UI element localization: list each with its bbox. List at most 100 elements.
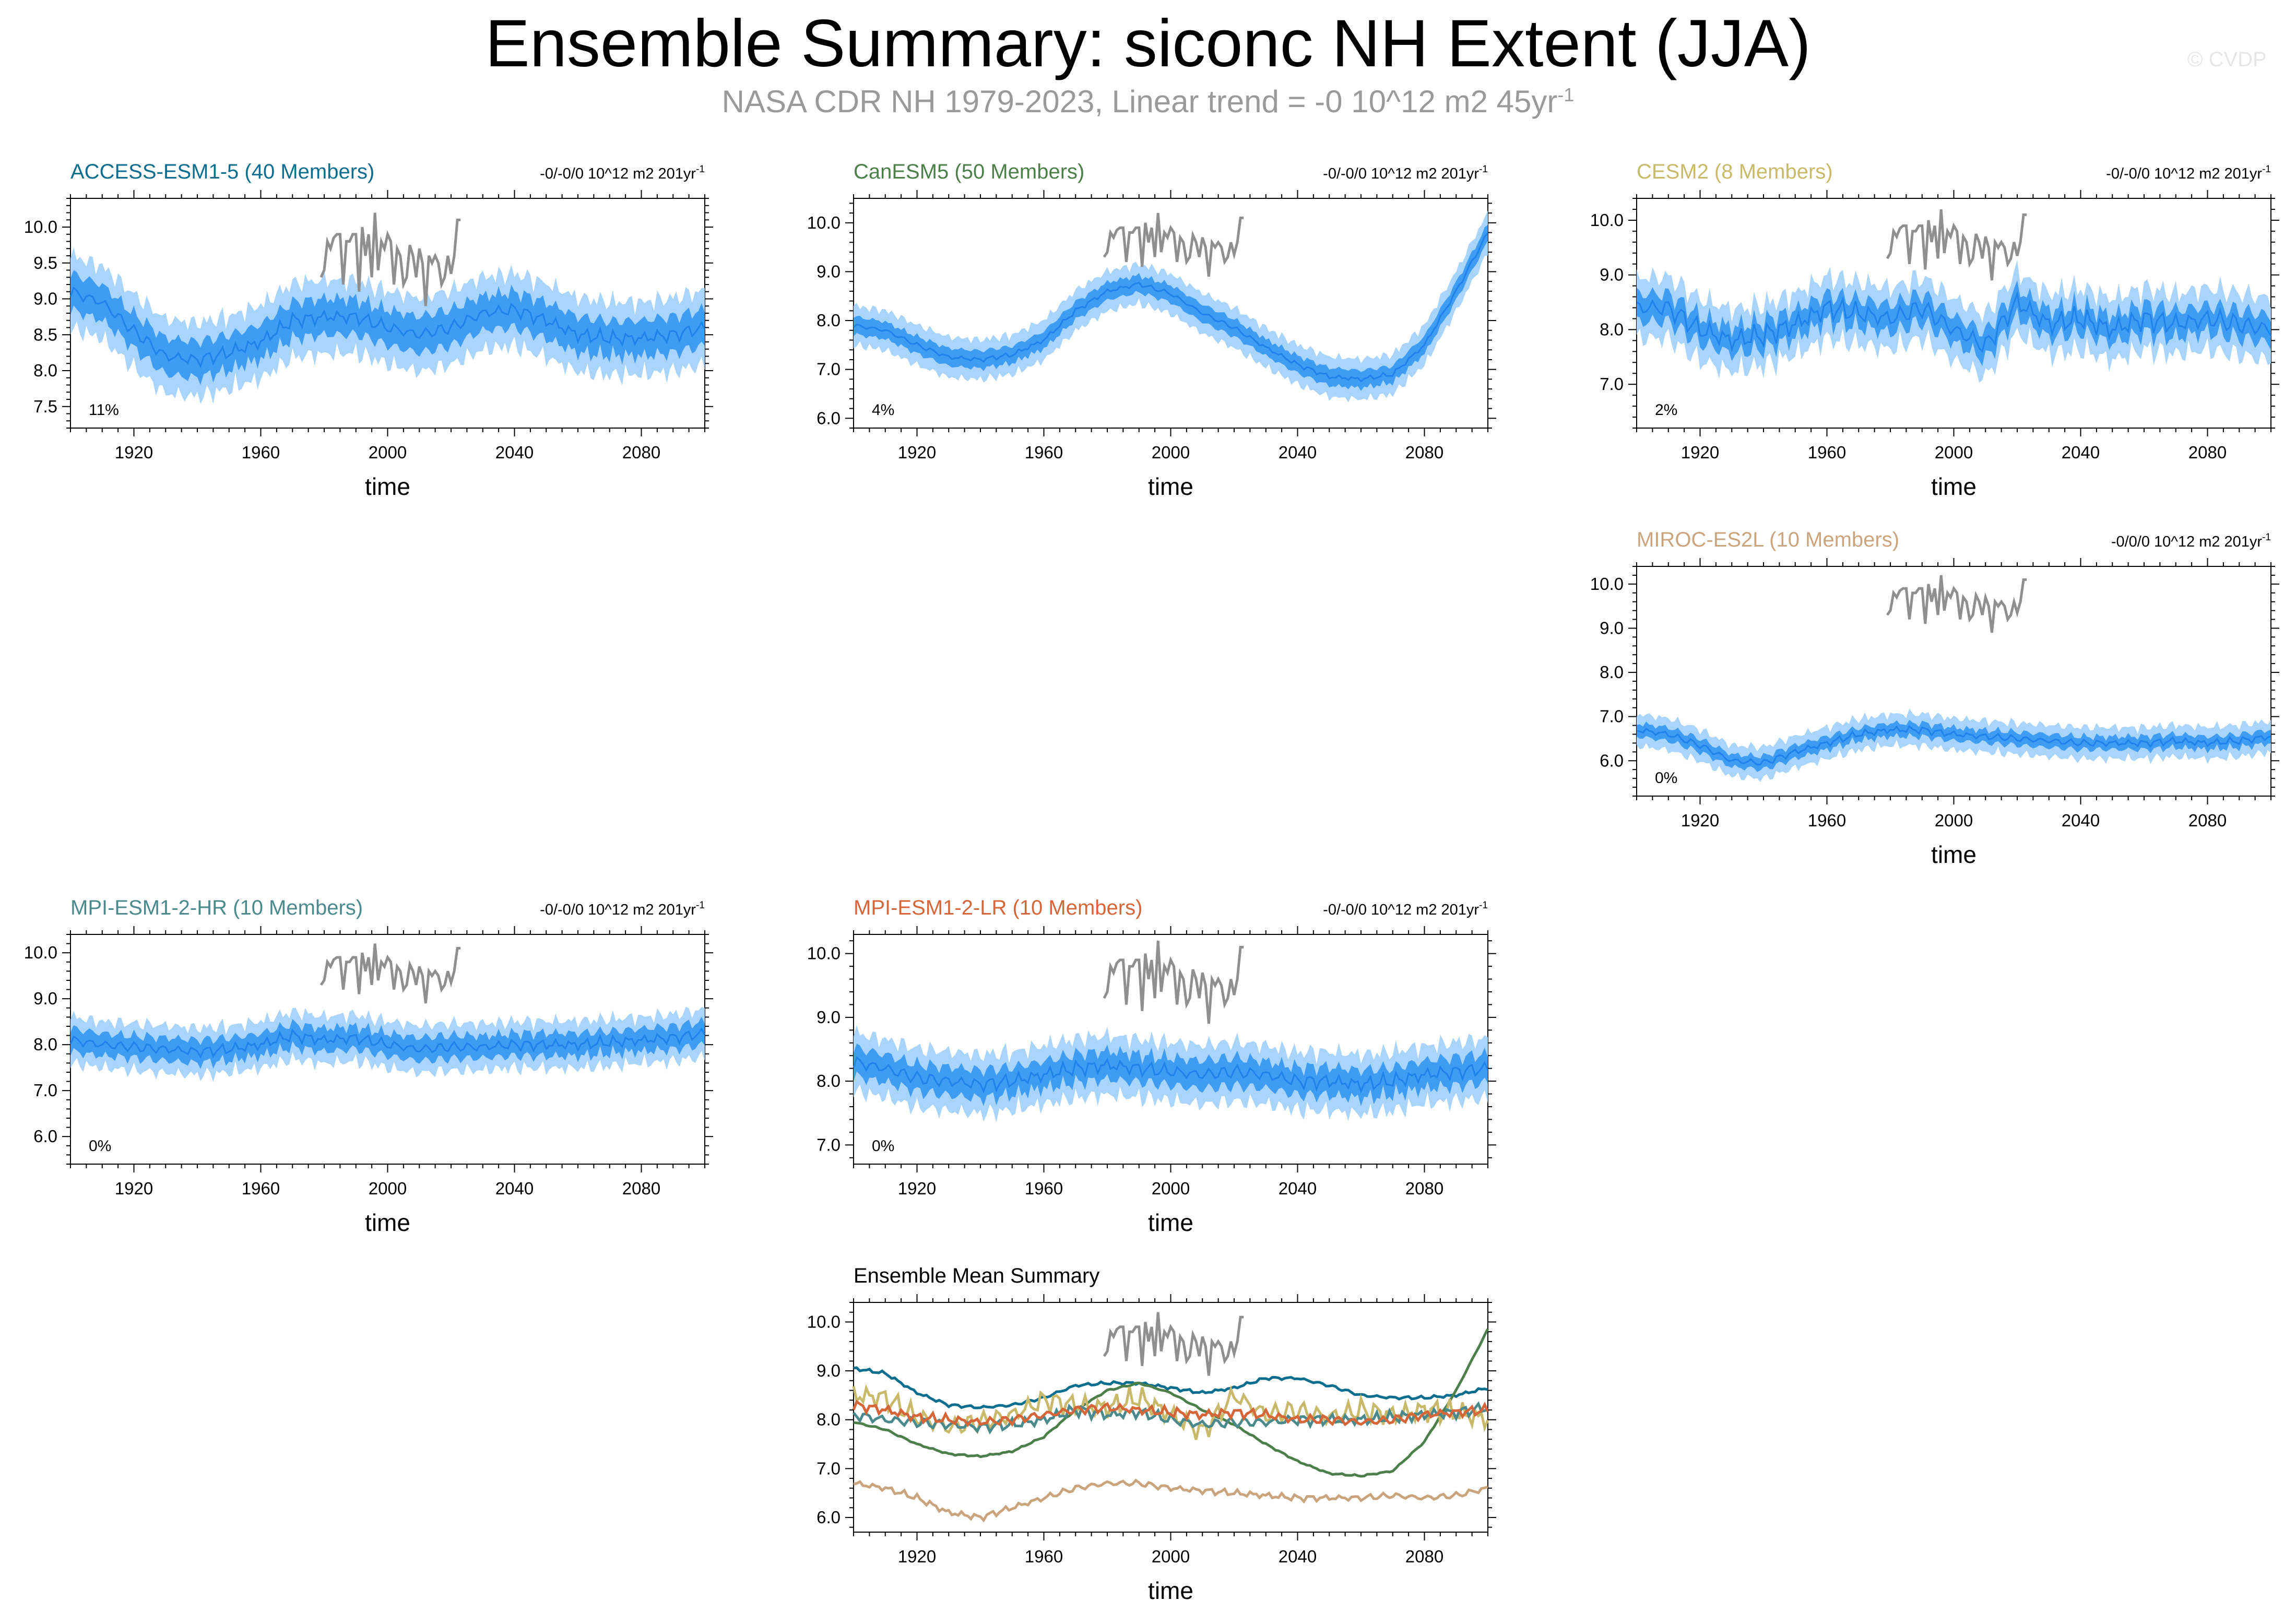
x-tick-label: 1920 xyxy=(115,1179,153,1198)
observations-line xyxy=(1103,941,1244,1024)
x-tick-label: 1960 xyxy=(1025,1179,1063,1198)
ensemble-iqr-band xyxy=(1637,719,2271,772)
x-tick-label: 1920 xyxy=(898,1179,936,1198)
panel-mpi-esm1-2-lr: MPI-ESM1-2-LR (10 Members) -0/-0/0 10^12 … xyxy=(807,896,1496,1236)
y-tick-label: 6.0 xyxy=(816,408,841,428)
trend-exponent: -1 xyxy=(1479,900,1488,911)
y-tick-label: 7.0 xyxy=(816,1135,841,1154)
trend-label: -0/-0/0 10^12 m2 201yr-1 xyxy=(1323,900,1488,918)
y-tick-label: 6.0 xyxy=(33,1127,57,1146)
x-tick-label: 2040 xyxy=(2062,443,2100,462)
y-tick-label: 10.0 xyxy=(24,943,57,962)
x-axis-label: time xyxy=(1148,473,1193,500)
trend-text: -0/-0/0 10^12 m2 201yr xyxy=(540,165,696,182)
trend-text: -0/-0/0 10^12 m2 201yr xyxy=(1323,902,1479,918)
panel-title: CESM2 (8 Members) xyxy=(1637,160,1833,183)
panel-title: ACCESS-ESM1-5 (40 Members) xyxy=(70,160,374,183)
trend-label: -0/-0/0 10^12 m2 201yr-1 xyxy=(540,900,705,918)
x-tick-label: 2000 xyxy=(1152,443,1190,462)
trend-label: -0/-0/0 10^12 m2 201yr-1 xyxy=(2106,164,2271,182)
panel-cesm2: CESM2 (8 Members) -0/-0/0 10^12 m2 201yr-… xyxy=(1590,160,2279,500)
x-tick-label: 1920 xyxy=(898,1547,936,1566)
x-tick-label: 1960 xyxy=(1808,811,1846,830)
percent-label: 11% xyxy=(89,401,119,419)
x-tick-label: 2040 xyxy=(2062,811,2100,830)
trend-exponent: -1 xyxy=(2262,164,2271,175)
y-tick-label: 8.0 xyxy=(1600,662,1624,682)
x-tick-label: 1920 xyxy=(1681,811,1719,830)
y-tick-label: 8.5 xyxy=(33,325,57,344)
x-tick-label: 2080 xyxy=(2188,443,2227,462)
x-tick-label: 2080 xyxy=(1405,1179,1443,1198)
y-tick-label: 9.0 xyxy=(1600,618,1624,637)
y-tick-label: 7.0 xyxy=(1600,374,1624,394)
x-tick-label: 2080 xyxy=(622,1179,660,1198)
y-tick-label: 9.0 xyxy=(1600,265,1624,285)
y-tick-label: 9.0 xyxy=(816,1361,841,1380)
trend-label: -0/0/0 10^12 m2 201yr-1 xyxy=(2111,532,2271,550)
x-tick-label: 2000 xyxy=(1152,1179,1190,1198)
panel-title: MPI-ESM1-2-LR (10 Members) xyxy=(854,896,1142,919)
trend-text: -0/-0/0 10^12 m2 201yr xyxy=(540,902,696,918)
cvdp-watermark: © CVDP xyxy=(2187,48,2267,71)
series-line-mpi-esm1-2-lr xyxy=(852,1400,1489,1428)
y-tick-label: 10.0 xyxy=(1590,574,1624,594)
x-tick-label: 2040 xyxy=(495,443,534,462)
series-line-canesm5 xyxy=(853,1328,1489,1478)
x-tick-label: 2080 xyxy=(2188,811,2227,830)
panel-miroc-es2l: MIROC-ES2L (10 Members) -0/0/0 10^12 m2 2… xyxy=(1590,528,2279,868)
trend-text: -0/-0/0 10^12 m2 201yr xyxy=(2106,165,2262,182)
x-tick-label: 1960 xyxy=(1808,443,1846,462)
y-tick-label: 7.5 xyxy=(33,397,57,416)
series-line-access-esm1-5 xyxy=(853,1366,1488,1409)
y-tick-label: 8.0 xyxy=(816,311,841,330)
y-tick-label: 8.0 xyxy=(816,1071,841,1090)
trend-exponent: -1 xyxy=(2262,532,2271,543)
percent-label: 0% xyxy=(89,1137,111,1155)
y-tick-label: 9.0 xyxy=(816,1007,841,1027)
x-tick-label: 2000 xyxy=(369,1179,407,1198)
trend-exponent: -1 xyxy=(696,164,705,175)
ensemble-mean-line xyxy=(853,232,1489,383)
y-tick-label: 10.0 xyxy=(807,944,841,963)
x-tick-label: 1920 xyxy=(898,443,936,462)
panel-title: MPI-ESM1-2-HR (10 Members) xyxy=(70,896,363,919)
x-tick-label: 2040 xyxy=(1279,1547,1317,1566)
x-tick-label: 2000 xyxy=(1152,1547,1190,1566)
ensemble-mean-line xyxy=(69,1027,706,1059)
y-tick-label: 8.0 xyxy=(33,361,57,380)
y-tick-label: 10.0 xyxy=(1590,210,1624,230)
x-axis-label: time xyxy=(365,1209,410,1236)
y-tick-label: 7.0 xyxy=(1600,707,1624,726)
x-axis-label: time xyxy=(1931,473,1977,500)
panel-ensemble-mean-summary: Ensemble Mean Summary 1920 1960 2000 2040 208… xyxy=(807,1264,1496,1604)
subtitle-text: NASA CDR NH 1979-2023, Linear trend = -0… xyxy=(721,84,1558,119)
trend-exponent: -1 xyxy=(1479,164,1488,175)
ensemble-iqr-band xyxy=(854,225,1488,391)
ensemble-mean-line xyxy=(853,1056,1489,1094)
observations-line xyxy=(1886,575,2027,633)
y-tick-label: 8.0 xyxy=(816,1410,841,1429)
panel-mpi-esm1-2-hr: MPI-ESM1-2-HR (10 Members) -0/-0/0 10^12 … xyxy=(24,896,713,1236)
x-tick-label: 2000 xyxy=(1935,443,1973,462)
ensemble-iqr-band xyxy=(1637,280,2271,366)
y-tick-label: 8.0 xyxy=(1600,319,1624,339)
panel-title: Ensemble Mean Summary xyxy=(854,1264,1099,1287)
x-tick-label: 2040 xyxy=(1279,1179,1317,1198)
y-tick-label: 9.5 xyxy=(33,253,57,272)
y-tick-label: 7.0 xyxy=(816,1459,841,1478)
y-tick-label: 6.0 xyxy=(1600,751,1624,770)
percent-label: 2% xyxy=(1655,401,1677,419)
observations-line xyxy=(319,212,461,306)
x-axis-label: time xyxy=(365,473,410,500)
x-tick-label: 1920 xyxy=(115,443,153,462)
x-tick-label: 2080 xyxy=(622,443,660,462)
ensemble-iqr-band xyxy=(70,1016,705,1069)
x-tick-label: 1960 xyxy=(1025,443,1063,462)
figure-subtitle: NASA CDR NH 1979-2023, Linear trend = -0… xyxy=(0,84,2296,120)
trend-label: -0/-0/0 10^12 m2 201yr-1 xyxy=(1323,164,1488,182)
trend-label: -0/-0/0 10^12 m2 201yr-1 xyxy=(540,164,705,182)
subtitle-exponent: -1 xyxy=(1557,84,1575,105)
y-tick-label: 10.0 xyxy=(807,213,841,232)
x-axis-label: time xyxy=(1148,1209,1193,1236)
